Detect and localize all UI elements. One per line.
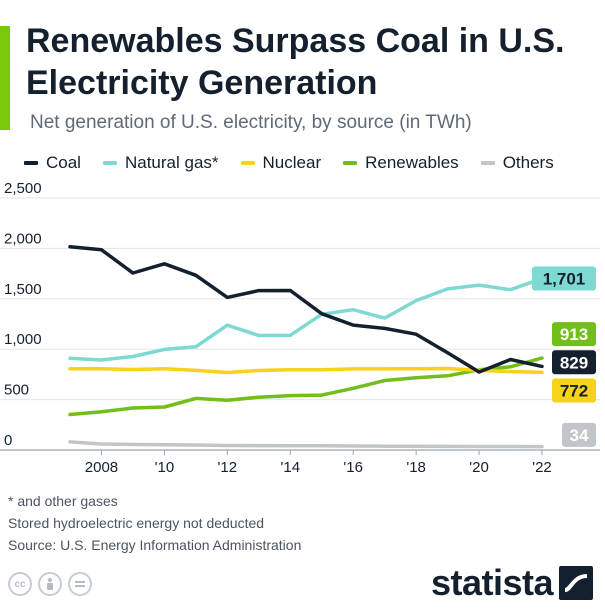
legend-item-natural-gas: Natural gas*	[102, 153, 219, 173]
chart-subtitle: Net generation of U.S. electricity, by s…	[30, 112, 472, 133]
legend-label-renewables: Renewables	[365, 153, 459, 172]
legend-swatch-natural-gas	[102, 161, 117, 165]
end-label-box	[552, 378, 596, 403]
chart-legend: Coal Natural gas* Nuclear Renewables Oth…	[24, 150, 554, 176]
series-line-coal	[68, 245, 544, 374]
end-label-text: 829	[560, 353, 588, 372]
y-tick-label: 1,000	[4, 331, 42, 348]
end-label-text: 772	[560, 382, 588, 401]
y-axis-ticks: 0 500 1,000 1,500 2,000 2,500	[4, 180, 42, 449]
brand-name: statista	[430, 562, 554, 603]
x-tick-label: '18	[406, 459, 426, 476]
y-tick-label: 0	[4, 432, 12, 449]
legend-item-nuclear: Nuclear	[240, 153, 322, 173]
end-labels: 1,701 913 829 772 34	[532, 266, 596, 447]
footnotes: * and other gases Stored hydroelectric e…	[8, 490, 301, 556]
x-tick-label: '12	[218, 459, 238, 476]
license-icons: cc	[8, 572, 92, 596]
y-tick-label: 1,500	[4, 281, 42, 298]
series-line-others	[68, 440, 544, 449]
attribution-icon[interactable]	[38, 572, 62, 596]
x-tick-label: '10	[155, 459, 175, 476]
x-tick-label: '16	[343, 459, 363, 476]
end-label-text: 913	[560, 325, 588, 344]
no-derivatives-icon[interactable]	[68, 572, 92, 596]
title-accent-bar	[0, 26, 10, 130]
end-label-text: 1,701	[543, 270, 586, 289]
legend-swatch-renewables	[343, 161, 358, 165]
series-line-renewables	[68, 356, 544, 417]
series-line-natural-gas	[68, 276, 544, 362]
end-label-box	[562, 422, 596, 447]
end-label-box	[552, 350, 596, 375]
end-label-34: 34	[562, 422, 596, 447]
x-tick-label: '14	[280, 459, 300, 476]
end-label-1701: 1,701	[532, 266, 596, 291]
x-axis-ticks: 2008 '10 '12 '14 '16 '18 '20 '22	[85, 450, 552, 476]
y-tick-label: 2,000	[4, 230, 42, 247]
legend-item-coal: Coal	[24, 153, 81, 173]
x-tick-label: 2008	[85, 459, 118, 476]
legend-label-others: Others	[502, 153, 554, 172]
legend-swatch-nuclear	[240, 161, 255, 165]
legend-item-renewables: Renewables	[343, 153, 459, 173]
statista-brand[interactable]: statista	[431, 562, 593, 604]
legend-label-nuclear: Nuclear	[262, 153, 322, 172]
x-tick-label: '20	[469, 459, 489, 476]
end-label-text: 34	[570, 426, 589, 445]
legend-label-natural-gas: Natural gas*	[124, 153, 219, 172]
end-label-772: 772	[552, 378, 596, 403]
series-layer	[68, 245, 544, 449]
source-note: Source: U.S. Energy Information Administ…	[8, 537, 302, 553]
footnote-hydro: Stored hydroelectric energy not deducted	[8, 515, 265, 531]
end-label-829: 829	[552, 350, 596, 375]
legend-swatch-coal	[24, 161, 38, 165]
end-label-913: 913	[552, 322, 596, 347]
end-label-box	[552, 322, 596, 347]
y-tick-label: 500	[4, 382, 29, 399]
page-title: Renewables Surpass Coal in U.S. Electric…	[26, 22, 565, 102]
statista-logo-icon	[559, 566, 593, 600]
line-chart: 0 500 1,000 1,500 2,000 2,500 2008 '10 '12 '14 '1…	[0, 180, 600, 476]
x-tick-label: '22	[532, 459, 552, 476]
legend-swatch-others	[480, 161, 495, 165]
end-label-box	[532, 266, 596, 291]
legend-item-others: Others	[480, 153, 554, 173]
series-line-nuclear	[68, 366, 544, 375]
legend-label-coal: Coal	[46, 153, 81, 172]
y-tick-label: 2,500	[4, 180, 42, 197]
cc-icon[interactable]: cc	[8, 572, 32, 596]
footnote-gases: * and other gases	[8, 493, 118, 509]
